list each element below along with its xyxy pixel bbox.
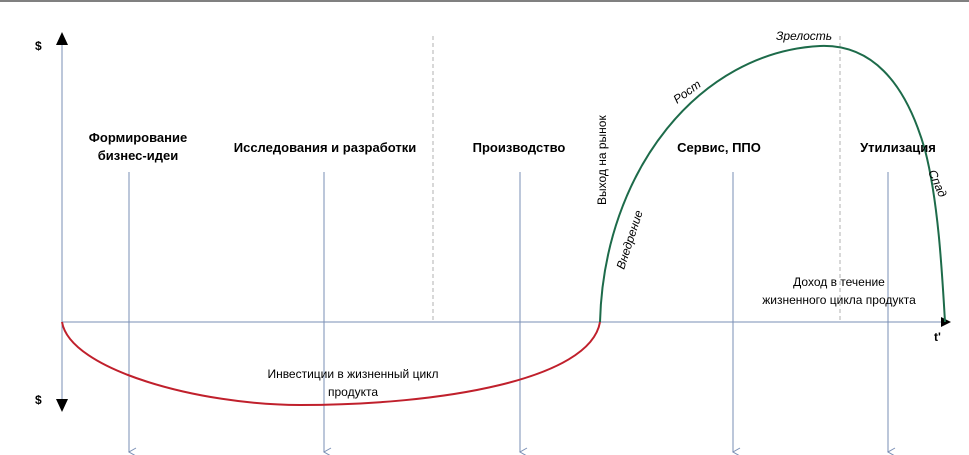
investment-label: Инвестиции в жизненный цикл [267,367,438,381]
x-axis-label: t' [934,330,941,344]
investment-curve [61,321,601,407]
stage-decline-label: Спад [925,168,950,200]
income-label-line2: жизненного цикла продукта [762,293,916,307]
y-axis-up-arrowhead [56,32,68,45]
market-entry-label: Выход на рынок [595,115,609,205]
phase-title-rnd: Исследования и разработки [234,140,416,155]
y-axis-top-label: $ [35,39,42,53]
income-label: Доход в течение [793,275,885,289]
investment-label-line2: продукта [328,385,378,399]
y-axis-down-arrowhead [56,399,68,412]
stage-maturity-label: Зрелость [776,29,832,43]
stage-growth-label: Рост [671,77,704,106]
phase-title-disposal: Утилизация [860,140,936,155]
phase-title-service: Сервис, ППО [677,140,761,155]
income-curve [599,44,946,323]
phase-title-idea: Формирование [89,130,187,145]
phase-title-idea-line2: бизнес-идеи [98,148,178,163]
phase-title-production: Производство [473,140,566,155]
x-axis-arrowhead [941,317,951,327]
y-axis-bottom-label: $ [35,393,42,407]
